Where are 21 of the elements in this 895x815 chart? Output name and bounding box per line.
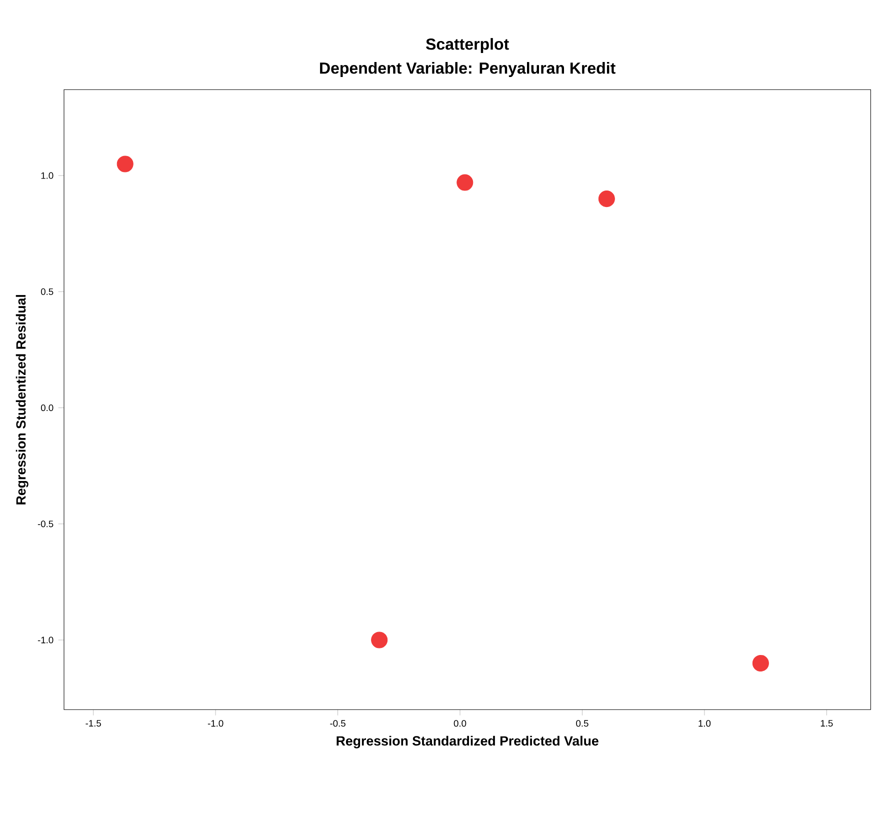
- y-tick-label: 0.0: [40, 404, 54, 412]
- point: [752, 654, 769, 672]
- y-tick-label: 1.0: [41, 172, 54, 179]
- chart-title: Scatterplot: [426, 38, 509, 53]
- y-tick-label: -1.0: [38, 636, 54, 644]
- point: [598, 190, 615, 208]
- x-tick-label: -1.5: [86, 720, 101, 727]
- x-tick-label: -1.0: [208, 720, 224, 727]
- point: [116, 156, 134, 172]
- chart-subtitle: Dependent Variable: Penyaluran Kredit: [320, 62, 616, 77]
- x-tick-label: 1.0: [698, 720, 711, 727]
- y-tick-label: 0.5: [40, 288, 54, 295]
- x-tick-label: 0.0: [454, 720, 466, 727]
- y-axis-title: Regression Studentized Residual: [16, 295, 28, 504]
- x-tick-label: -0.5: [330, 720, 346, 727]
- x-axis-title: Regression Standardized Predicted Value: [336, 736, 598, 748]
- y-tick-label: -0.5: [38, 520, 54, 528]
- point: [371, 632, 388, 648]
- x-tick-label: 1.5: [820, 720, 833, 727]
- point: [456, 174, 474, 191]
- x-tick-label: 0.5: [576, 720, 588, 727]
